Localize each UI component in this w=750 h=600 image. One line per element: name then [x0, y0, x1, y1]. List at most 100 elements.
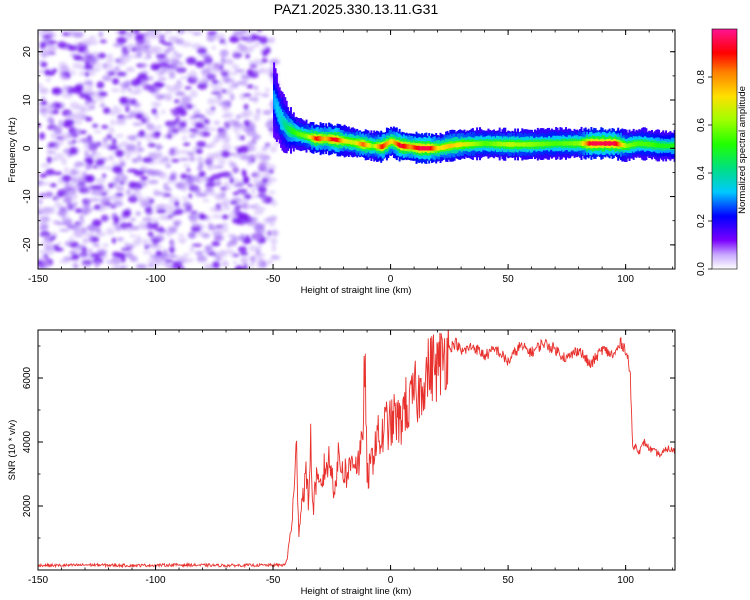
noise-blob: [203, 54, 212, 62]
ridge-cell: [343, 138, 346, 144]
noise-blob: [107, 71, 116, 76]
noise-blob: [82, 207, 93, 214]
noise-blob: [124, 241, 129, 249]
x-tick-label: 100: [617, 575, 634, 586]
noise-blob: [47, 142, 56, 148]
noise-blob: [237, 246, 248, 253]
ridge-cell: [433, 146, 436, 151]
noise-blob: [239, 252, 249, 256]
noise-blob: [228, 162, 237, 167]
noise-blob: [135, 211, 142, 216]
snr-panel: -150 -100 -50 0 50 100 2000 4000 6000 Height of …: [7, 329, 676, 597]
noise-blob: [163, 248, 168, 257]
ridge-cell: [391, 139, 394, 144]
noise-blob: [151, 169, 162, 177]
noise-blob: [47, 44, 57, 52]
noise-blob: [210, 152, 220, 160]
noise-blob: [111, 237, 116, 244]
noise-blob: [253, 233, 262, 241]
noise-blob: [227, 159, 234, 163]
noise-blob: [212, 86, 224, 93]
noise-blob: [258, 193, 267, 199]
noise-blob: [211, 261, 221, 269]
noise-blob: [98, 91, 108, 97]
ridge-cell: [469, 141, 472, 147]
noise-blob: [51, 235, 56, 240]
ridge-cell: [672, 143, 675, 148]
noise-blob: [171, 212, 176, 217]
noise-blob: [129, 225, 141, 231]
noise-blob: [207, 97, 217, 106]
colorbar-tick-label: 0.8: [696, 70, 707, 84]
noise-blob: [186, 72, 198, 78]
ridge-cell: [490, 141, 493, 146]
noise-blob: [232, 260, 238, 265]
noise-blob: [194, 250, 203, 255]
noise-blob: [136, 191, 142, 198]
noise-blob: [230, 93, 235, 101]
noise-blob: [187, 152, 195, 157]
noise-blob: [142, 133, 153, 140]
noise-blob: [271, 243, 276, 252]
noise-blob: [239, 135, 245, 141]
noise-blob: [191, 31, 202, 36]
ridge-cell: [541, 141, 543, 147]
noise-blob: [167, 214, 173, 219]
ridge-cell: [407, 144, 409, 149]
noise-blob: [238, 46, 248, 52]
ridge-cell: [552, 141, 555, 146]
ridge-cell: [653, 142, 656, 148]
noise-blob: [247, 216, 259, 221]
noise-blob: [109, 155, 115, 161]
noise-blob: [188, 232, 196, 239]
ridge-cell: [529, 142, 532, 147]
noise-blob: [84, 71, 90, 77]
ridge-cell: [352, 140, 354, 145]
noise-blob: [155, 124, 164, 128]
ridge-cell: [349, 139, 352, 144]
x-tick-label: 50: [503, 274, 515, 285]
noise-blob: [204, 190, 215, 196]
noise-blob: [64, 166, 69, 175]
ridge-cell: [342, 138, 345, 144]
ridge-cell: [624, 143, 627, 148]
ridge-cell: [361, 142, 364, 147]
ridge-cell: [340, 138, 343, 143]
noise-blob: [121, 174, 128, 182]
noise-blob: [175, 67, 184, 72]
noise-blob: [72, 119, 83, 125]
noise-blob: [225, 123, 231, 130]
noise-blob: [213, 120, 220, 125]
noise-blob: [113, 216, 120, 224]
noise-blob: [262, 146, 269, 150]
ridge-cell: [528, 142, 531, 147]
noise-blob: [172, 260, 183, 267]
noise-blob: [126, 66, 135, 71]
noise-blob: [182, 201, 191, 209]
ridge-cell: [576, 141, 579, 146]
ridge-cell: [305, 133, 308, 139]
noise-blob: [74, 208, 83, 214]
ridge-cell: [373, 144, 376, 148]
noise-blob: [152, 257, 163, 262]
noise-blob: [38, 180, 44, 187]
ridge-cell: [649, 142, 652, 147]
ridge-cell: [549, 141, 552, 146]
noise-blob: [229, 36, 240, 43]
noise-blob: [142, 217, 153, 222]
noise-blob: [62, 85, 70, 92]
ridge-cell: [314, 136, 316, 141]
colorbar-gradient: [711, 28, 738, 270]
noise-blob: [53, 87, 62, 95]
noise-blob: [48, 71, 55, 76]
noise-blob: [218, 80, 223, 87]
ridge-cell: [438, 145, 441, 151]
noise-blob: [261, 58, 268, 63]
noise-blob: [69, 184, 75, 191]
noise-blob: [171, 158, 180, 163]
noise-blob: [40, 61, 48, 68]
noise-blob: [154, 83, 166, 87]
noise-blob: [258, 68, 264, 74]
ridge-cell: [538, 142, 541, 147]
ridge-cell: [301, 132, 304, 138]
